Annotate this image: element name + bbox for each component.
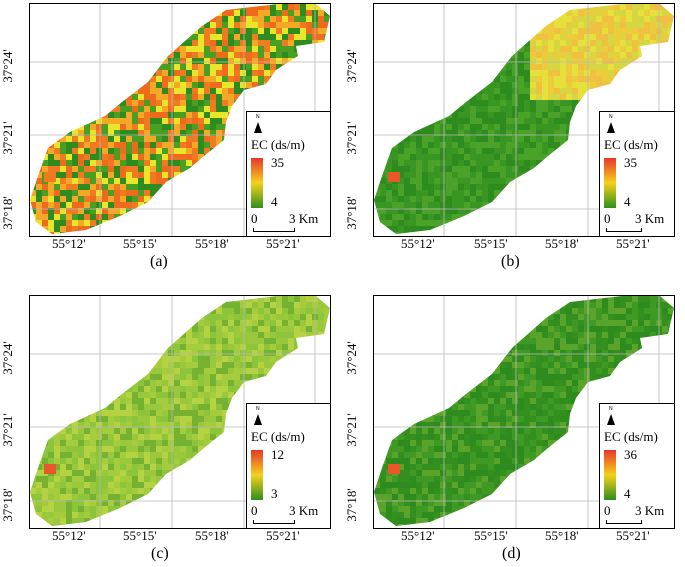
- scale-end-label: 3 Km: [289, 503, 319, 518]
- map-frame-b: N EC (ds/m) 35 4 0 3 Km: [373, 3, 675, 237]
- color-ramp: [604, 158, 616, 208]
- lon-label: 55°21': [616, 236, 650, 251]
- ramp-min-label: 4: [271, 194, 278, 209]
- scale-zero-label: 0: [604, 211, 611, 226]
- scale-bar: [606, 520, 642, 524]
- map-panel-d: N EC (ds/m) 36 4 0 3 Km 37°24' 37°21' 37…: [342, 292, 685, 567]
- lat-label: 37°21': [343, 121, 359, 155]
- ramp-min-label: 4: [624, 486, 631, 501]
- map-panel-c: N EC (ds/m) 12 3 0 3 Km 37°24' 37°21' 37…: [0, 292, 342, 567]
- ramp-max-label: 12: [271, 447, 284, 462]
- map-panel-b: N EC (ds/m) 35 4 0 3 Km 37°24' 37°21' 37…: [342, 0, 685, 283]
- north-label: N: [256, 114, 260, 120]
- north-label: N: [256, 406, 260, 412]
- lon-label: 55°15': [474, 528, 508, 543]
- color-ramp: [604, 450, 616, 500]
- map-frame-d: N EC (ds/m) 36 4 0 3 Km: [373, 295, 675, 529]
- lon-label: 55°18': [195, 236, 229, 251]
- map-frame-c: N EC (ds/m) 12 3 0 3 Km: [29, 295, 331, 529]
- north-arrow-icon: [254, 122, 262, 133]
- map-frame-a: N EC (ds/m) 35 4 0 3 Km: [29, 3, 331, 237]
- lon-label: 55°12': [52, 236, 86, 251]
- legend-a: N EC (ds/m) 35 4 0 3 Km: [246, 111, 330, 236]
- panel-caption: (b): [501, 253, 520, 270]
- legend-title: EC (ds/m): [604, 137, 658, 152]
- panel-caption: (d): [502, 545, 521, 562]
- scale-end-label: 3 Km: [635, 211, 665, 226]
- high-ec-patch: [388, 464, 400, 474]
- lon-label: 55°12': [52, 528, 86, 543]
- lon-label: 55°12': [401, 236, 435, 251]
- panel-caption: (a): [150, 253, 168, 270]
- color-ramp: [251, 158, 263, 208]
- lat-label: 37°18': [343, 488, 359, 522]
- scale-bar: [253, 228, 295, 232]
- lat-label: 37°21': [343, 413, 359, 447]
- lon-label: 55°18': [545, 236, 579, 251]
- map-panel-a: N EC (ds/m) 35 4 0 3 Km 37°24' 37°21' 37…: [0, 0, 342, 283]
- scale-end-label: 3 Km: [635, 503, 665, 518]
- north-arrow-icon: [607, 414, 615, 425]
- north-label: N: [609, 114, 613, 120]
- ramp-min-label: 3: [271, 486, 278, 501]
- panel-caption: (c): [151, 545, 169, 562]
- lat-label: 37°21': [0, 413, 15, 447]
- color-ramp: [251, 450, 263, 500]
- lon-label: 55°15': [123, 528, 157, 543]
- ramp-max-label: 35: [271, 155, 284, 170]
- high-ec-patch: [44, 172, 56, 182]
- ramp-max-label: 36: [624, 447, 637, 462]
- ramp-min-label: 4: [624, 194, 631, 209]
- legend-title: EC (ds/m): [604, 429, 658, 444]
- ec-map-d: [374, 296, 674, 528]
- high-ec-patch: [388, 172, 400, 182]
- north-arrow-icon: [254, 414, 262, 425]
- lon-label: 55°15': [474, 236, 508, 251]
- lat-label: 37°18': [343, 196, 359, 230]
- legend-title: EC (ds/m): [251, 429, 305, 444]
- lon-label: 55°21': [266, 528, 300, 543]
- legend-d: N EC (ds/m) 36 4 0 3 Km: [599, 403, 674, 528]
- lon-label: 55°12': [401, 528, 435, 543]
- scale-zero-label: 0: [604, 503, 611, 518]
- scale-bar: [606, 228, 642, 232]
- lon-label: 55°15': [123, 236, 157, 251]
- lat-label: 37°24': [0, 49, 15, 83]
- lat-label: 37°18': [0, 488, 15, 522]
- lat-label: 37°18': [0, 196, 15, 230]
- ramp-max-label: 35: [624, 155, 637, 170]
- lat-label: 37°24': [343, 49, 359, 83]
- scale-zero-label: 0: [251, 211, 258, 226]
- legend-b: N EC (ds/m) 35 4 0 3 Km: [599, 111, 674, 236]
- lon-label: 55°21': [616, 528, 650, 543]
- scale-bar: [253, 520, 295, 524]
- lon-label: 55°18': [195, 528, 229, 543]
- north-arrow-icon: [607, 122, 615, 133]
- lon-label: 55°21': [266, 236, 300, 251]
- lon-label: 55°18': [545, 528, 579, 543]
- north-label: N: [609, 406, 613, 412]
- legend-c: N EC (ds/m) 12 3 0 3 Km: [246, 403, 330, 528]
- legend-title: EC (ds/m): [251, 137, 305, 152]
- high-ec-patch: [44, 464, 56, 474]
- scale-zero-label: 0: [251, 503, 258, 518]
- lat-label: 37°24': [343, 341, 359, 375]
- lat-label: 37°21': [0, 121, 15, 155]
- lat-label: 37°24': [0, 341, 15, 375]
- scale-end-label: 3 Km: [289, 211, 319, 226]
